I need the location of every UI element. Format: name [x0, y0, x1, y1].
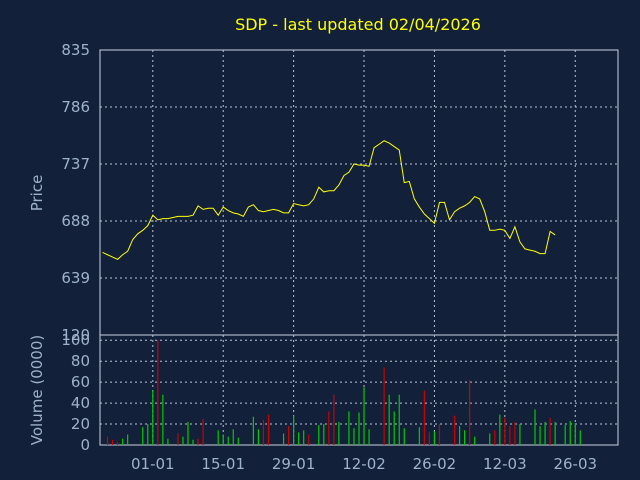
volume-tick-label: 60 — [71, 373, 90, 391]
price-tick-label: 737 — [61, 155, 90, 173]
x-tick-label: 26-02 — [413, 455, 457, 473]
x-tick-label: 15-01 — [201, 455, 245, 473]
price-panel-frame — [99, 49, 619, 336]
x-tick-label: 26-03 — [553, 455, 597, 473]
volume-tick-label: 100 — [61, 331, 90, 349]
price-tick-label: 688 — [61, 212, 90, 230]
volume-y-ticks: 100 80 60 40 20 0 — [61, 331, 90, 454]
price-grid — [100, 50, 618, 335]
volume-tick-label: 40 — [71, 394, 90, 412]
price-tick-label: 639 — [61, 269, 90, 287]
price-axis-label: Price — [28, 175, 46, 212]
chart-title: SDP - last updated 02/04/2026 — [235, 15, 481, 34]
volume-tick-label: 0 — [80, 436, 90, 454]
price-series-line — [102, 140, 556, 260]
volume-axis-label: Volume (0000) — [28, 335, 46, 445]
price-tick-label: 120 — [61, 326, 90, 344]
volume-tick-label: 20 — [71, 415, 90, 433]
x-tick-label: 29-01 — [272, 455, 316, 473]
x-tick-label: 12-02 — [342, 455, 386, 473]
price-tick-label: 835 — [61, 41, 90, 59]
price-y-ticks: 835 786 737 688 639 120 — [61, 41, 90, 344]
x-axis-ticks: 01-01 15-01 29-01 12-02 26-02 12-03 26-03 — [131, 455, 597, 473]
volume-bars — [106, 340, 581, 445]
price-tick-label: 786 — [61, 98, 90, 116]
x-tick-label: 01-01 — [131, 455, 175, 473]
x-tick-label: 12-03 — [483, 455, 527, 473]
volume-tick-label: 80 — [71, 352, 90, 370]
